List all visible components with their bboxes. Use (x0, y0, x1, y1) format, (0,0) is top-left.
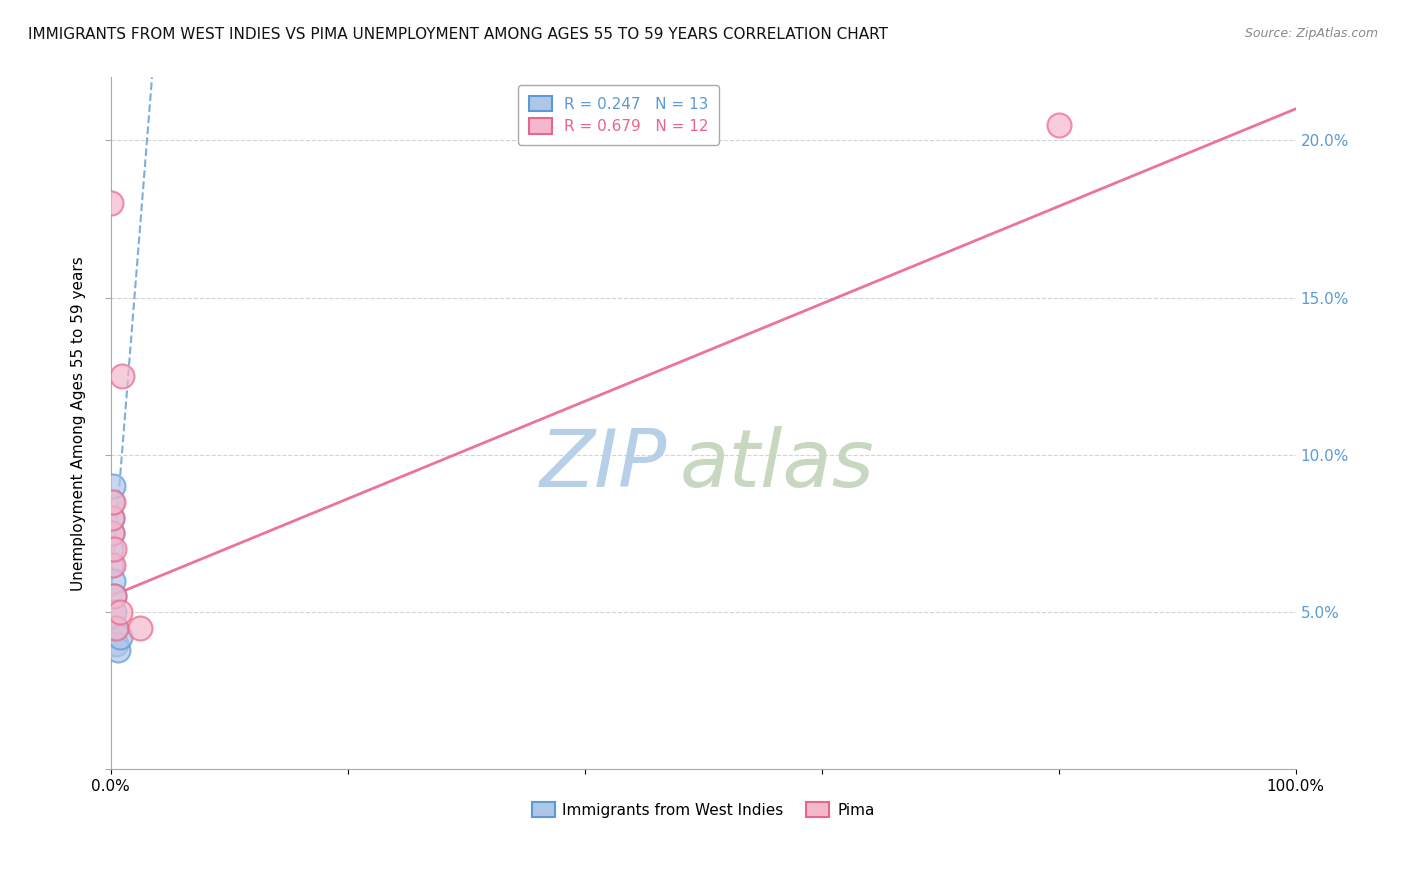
Point (101, 495, 124, 509)
Point (100, 558, 122, 572)
Text: Source: ZipAtlas.com: Source: ZipAtlas.com (1244, 27, 1378, 40)
Point (103, 590, 125, 604)
Point (101, 510, 124, 524)
Point (111, 369, 134, 384)
Point (101, 479, 124, 493)
Point (105, 636, 128, 650)
Point (105, 621, 128, 635)
Point (108, 605, 131, 619)
Point (108, 630, 131, 644)
Text: atlas: atlas (679, 425, 875, 504)
Point (100, 196, 122, 211)
Text: IMMIGRANTS FROM WEST INDIES VS PIMA UNEMPLOYMENT AMONG AGES 55 TO 59 YEARS CORRE: IMMIGRANTS FROM WEST INDIES VS PIMA UNEM… (28, 27, 889, 42)
Point (129, 621, 152, 635)
Point (101, 510, 124, 524)
Text: ZIP: ZIP (540, 425, 668, 504)
Point (103, 590, 125, 604)
Y-axis label: Unemployment Among Ages 55 to 59 years: Unemployment Among Ages 55 to 59 years (72, 256, 86, 591)
Point (107, 642, 129, 657)
Point (101, 574, 124, 588)
Point (1047, 118, 1070, 132)
Legend: Immigrants from West Indies, Pima: Immigrants from West Indies, Pima (526, 796, 880, 824)
Point (101, 495, 124, 509)
Point (100, 526, 122, 541)
Point (100, 526, 122, 541)
Point (104, 621, 127, 635)
Point (103, 542, 125, 557)
Point (103, 605, 125, 619)
Point (101, 558, 124, 572)
Point (100, 542, 122, 557)
